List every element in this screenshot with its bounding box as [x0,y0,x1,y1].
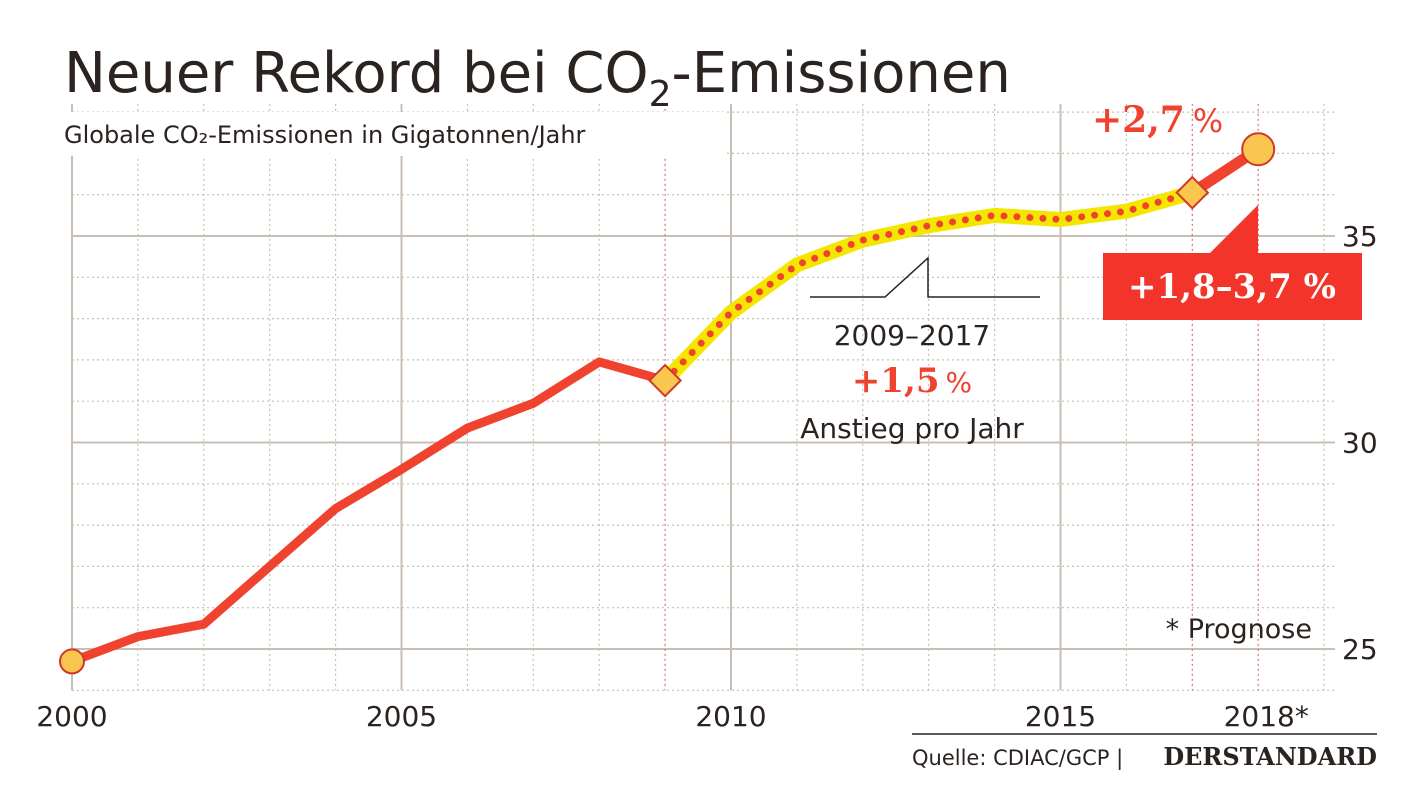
forecast-range: +1,8–3,7 % [1128,267,1336,307]
y-tick-label: 30 [1342,427,1378,460]
x-axis: 2000 2005 2010 2015 2018* [36,700,1308,733]
x-tick-label: 2010 [695,700,766,733]
period-rate: +1,5% [852,361,972,401]
period-annotation: 2009–2017 +1,5% Anstieg pro Jahr [800,256,1040,445]
last-rate: +2,7% [1092,99,1223,141]
x-tick-label: 2018* [1224,700,1309,733]
period-label: 2009–2017 [834,319,991,352]
data-point-diamond [1175,175,1210,210]
y-tick-label: 35 [1342,220,1378,253]
x-tick-label: 2005 [366,700,437,733]
x-tick-label: 2000 [36,700,107,733]
source: Quelle: CDIAC/GCP | [912,746,1123,771]
forecast-callout: +1,8–3,7 % [1103,205,1362,320]
series [59,132,1276,675]
footnote: * Prognose [1166,614,1312,645]
highlight-dots [661,189,1196,385]
data-point-marker [1241,132,1276,167]
grid [71,103,1335,691]
chart-title: Neuer Rekord bei CO2-Emissionen [64,41,1011,115]
y-tick-label: 25 [1342,633,1378,666]
data-point-diamond [648,363,683,398]
logo: DERSTANDARD [1163,742,1377,771]
chart-subtitle: Globale CO₂-Emissionen in Gigatonnen/Jah… [64,121,586,149]
data-point-marker [59,648,85,675]
series-line [70,357,667,666]
period-text: Anstieg pro Jahr [800,412,1024,445]
forecast-box [1103,205,1362,320]
y-axis: 25 30 35 [1342,220,1378,666]
x-tick-label: 2015 [1025,700,1096,733]
period-bracket [810,256,1040,298]
